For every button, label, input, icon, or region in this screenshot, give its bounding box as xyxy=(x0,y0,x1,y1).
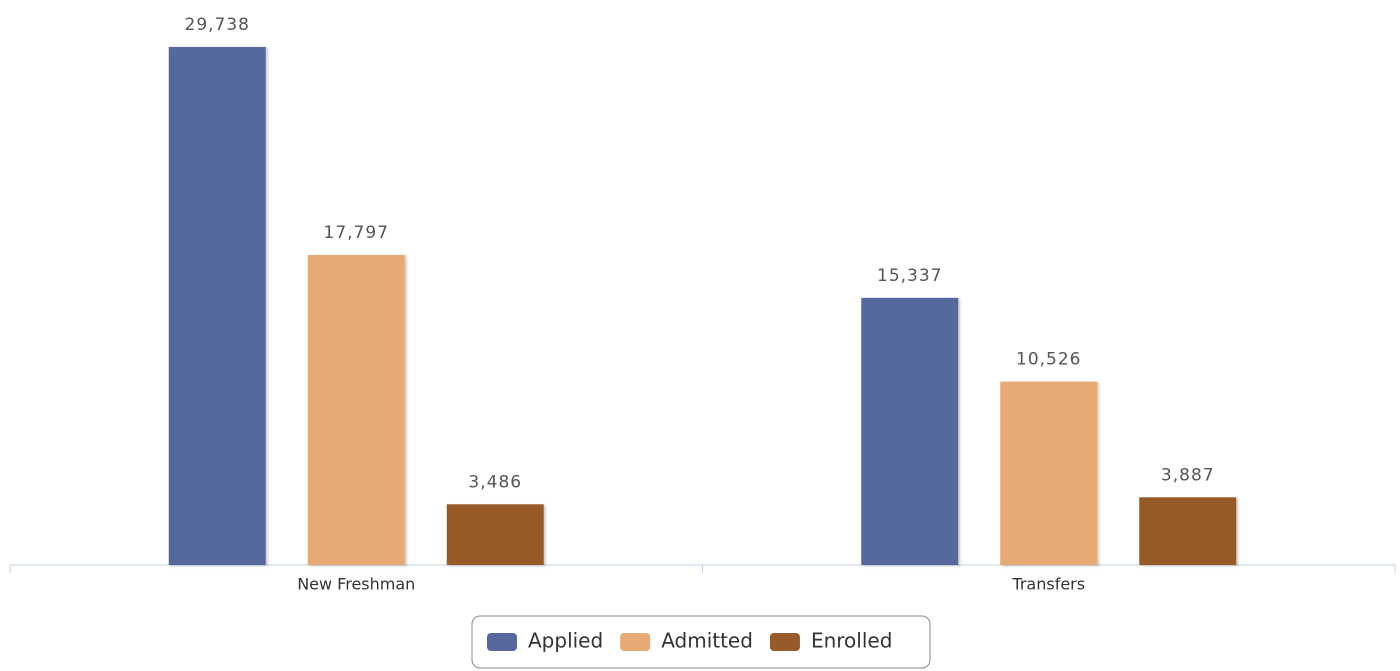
bar xyxy=(1000,381,1098,565)
x-tick-label: New Freshman xyxy=(297,575,415,594)
legend-swatch[interactable] xyxy=(487,633,517,651)
x-tick-label: Transfers xyxy=(1011,575,1085,594)
bar xyxy=(307,254,405,565)
legend-label[interactable]: Applied xyxy=(528,629,603,653)
value-label: 3,486 xyxy=(468,472,522,492)
legend-box xyxy=(471,615,931,669)
legend-label[interactable]: Admitted xyxy=(661,629,753,653)
value-label: 15,337 xyxy=(877,266,942,286)
value-label: 29,738 xyxy=(185,15,250,35)
legend-swatch[interactable] xyxy=(769,633,800,651)
value-label: 3,887 xyxy=(1161,465,1215,485)
value-label: 17,797 xyxy=(324,223,389,243)
bar xyxy=(168,46,266,565)
legend-swatch[interactable] xyxy=(620,633,651,651)
bar xyxy=(1139,497,1237,565)
value-label: 10,526 xyxy=(1016,350,1081,370)
bar xyxy=(861,297,959,565)
bar xyxy=(446,504,544,565)
legend-label[interactable]: Enrolled xyxy=(811,629,892,653)
